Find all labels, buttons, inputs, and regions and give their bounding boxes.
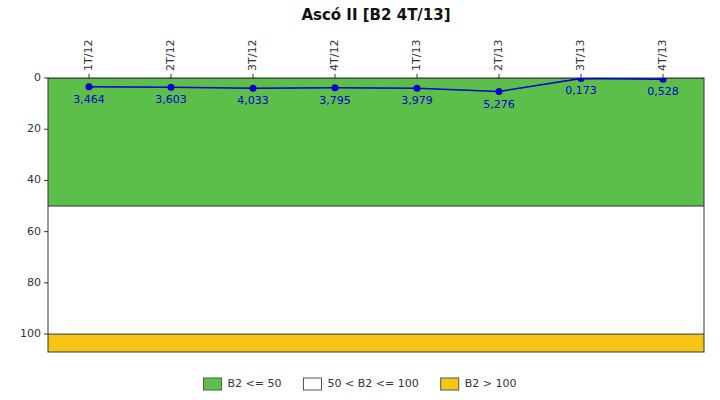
x-tick-label: 4T/12 [328, 40, 341, 71]
y-tick [44, 282, 48, 283]
data-label: 3,979 [401, 94, 433, 107]
y-tick [44, 129, 48, 130]
x-axis: 1T/12 2T/12 3T/12 4T/12 1T/13 2T/13 3T/13 4T/13 [82, 40, 669, 78]
x-tick [499, 74, 500, 78]
point [496, 88, 503, 95]
x-tick [253, 74, 254, 78]
legend-swatch [441, 378, 459, 390]
data-label: 3,603 [155, 93, 187, 106]
legend-item: B2 > 100 [441, 377, 517, 390]
title: Ascó II [B2 4T/13] [301, 6, 450, 24]
x-tick [335, 74, 336, 78]
x-tick [417, 74, 418, 78]
band-boundary [48, 206, 704, 207]
legend-item: B2 <= 50 [204, 377, 282, 390]
x-tick [581, 74, 582, 78]
x-tick [89, 74, 90, 78]
data-label: 3,464 [73, 93, 105, 106]
data-label: 3,795 [319, 94, 351, 107]
y-tick [44, 180, 48, 181]
band-boundary [48, 334, 704, 335]
point [332, 84, 339, 91]
y-tick-label: 60 [27, 225, 41, 238]
bands [48, 78, 704, 352]
data-label: 0,173 [565, 84, 597, 97]
data-label: 5,276 [483, 98, 515, 111]
chart: 0 20 40 60 80 100 1T/12 2T/12 3T/12 4T/12 1T/13 2T/… [0, 0, 720, 400]
x-tick-label: 1T/13 [410, 40, 423, 71]
point [250, 85, 257, 92]
point [86, 83, 93, 90]
legend-label: B2 <= 50 [228, 377, 282, 390]
legend-swatch [204, 378, 222, 390]
x-tick-label: 3T/13 [574, 40, 587, 71]
plot-frame [48, 78, 704, 352]
point [414, 85, 421, 92]
x-tick-label: 4T/13 [656, 40, 669, 71]
x-tick-label: 3T/12 [246, 40, 259, 71]
x-tick-label: 1T/12 [82, 40, 95, 71]
point [168, 84, 175, 91]
legend-item: 50 < B2 <= 100 [304, 377, 419, 390]
y-tick-label: 100 [20, 327, 41, 340]
data-labels: 3,464 3,603 4,033 3,795 3,979 5,276 0,173 0,528 [73, 84, 679, 110]
x-tick [663, 74, 664, 78]
y-tick-label: 20 [27, 122, 41, 135]
y-axis: 0 20 40 60 80 100 [20, 71, 48, 340]
y-tick [44, 78, 48, 79]
x-tick-label: 2T/13 [492, 40, 505, 71]
y-tick [44, 334, 48, 335]
data-label: 0,528 [647, 85, 679, 98]
legend-label: 50 < B2 <= 100 [328, 377, 419, 390]
band [48, 334, 704, 352]
legend-swatch [304, 378, 322, 390]
x-tick-label: 2T/12 [164, 40, 177, 71]
point [578, 78, 585, 82]
y-tick-label: 40 [27, 173, 41, 186]
y-tick-label: 80 [27, 276, 41, 289]
y-tick [44, 231, 48, 232]
legend-label: B2 > 100 [465, 377, 517, 390]
y-tick-label: 0 [34, 71, 41, 84]
band [48, 206, 704, 334]
x-tick [171, 74, 172, 78]
legend: B2 <= 50 50 < B2 <= 100 B2 > 100 [204, 377, 517, 390]
point [660, 78, 667, 83]
band [48, 78, 704, 206]
data-label: 4,033 [237, 94, 269, 107]
